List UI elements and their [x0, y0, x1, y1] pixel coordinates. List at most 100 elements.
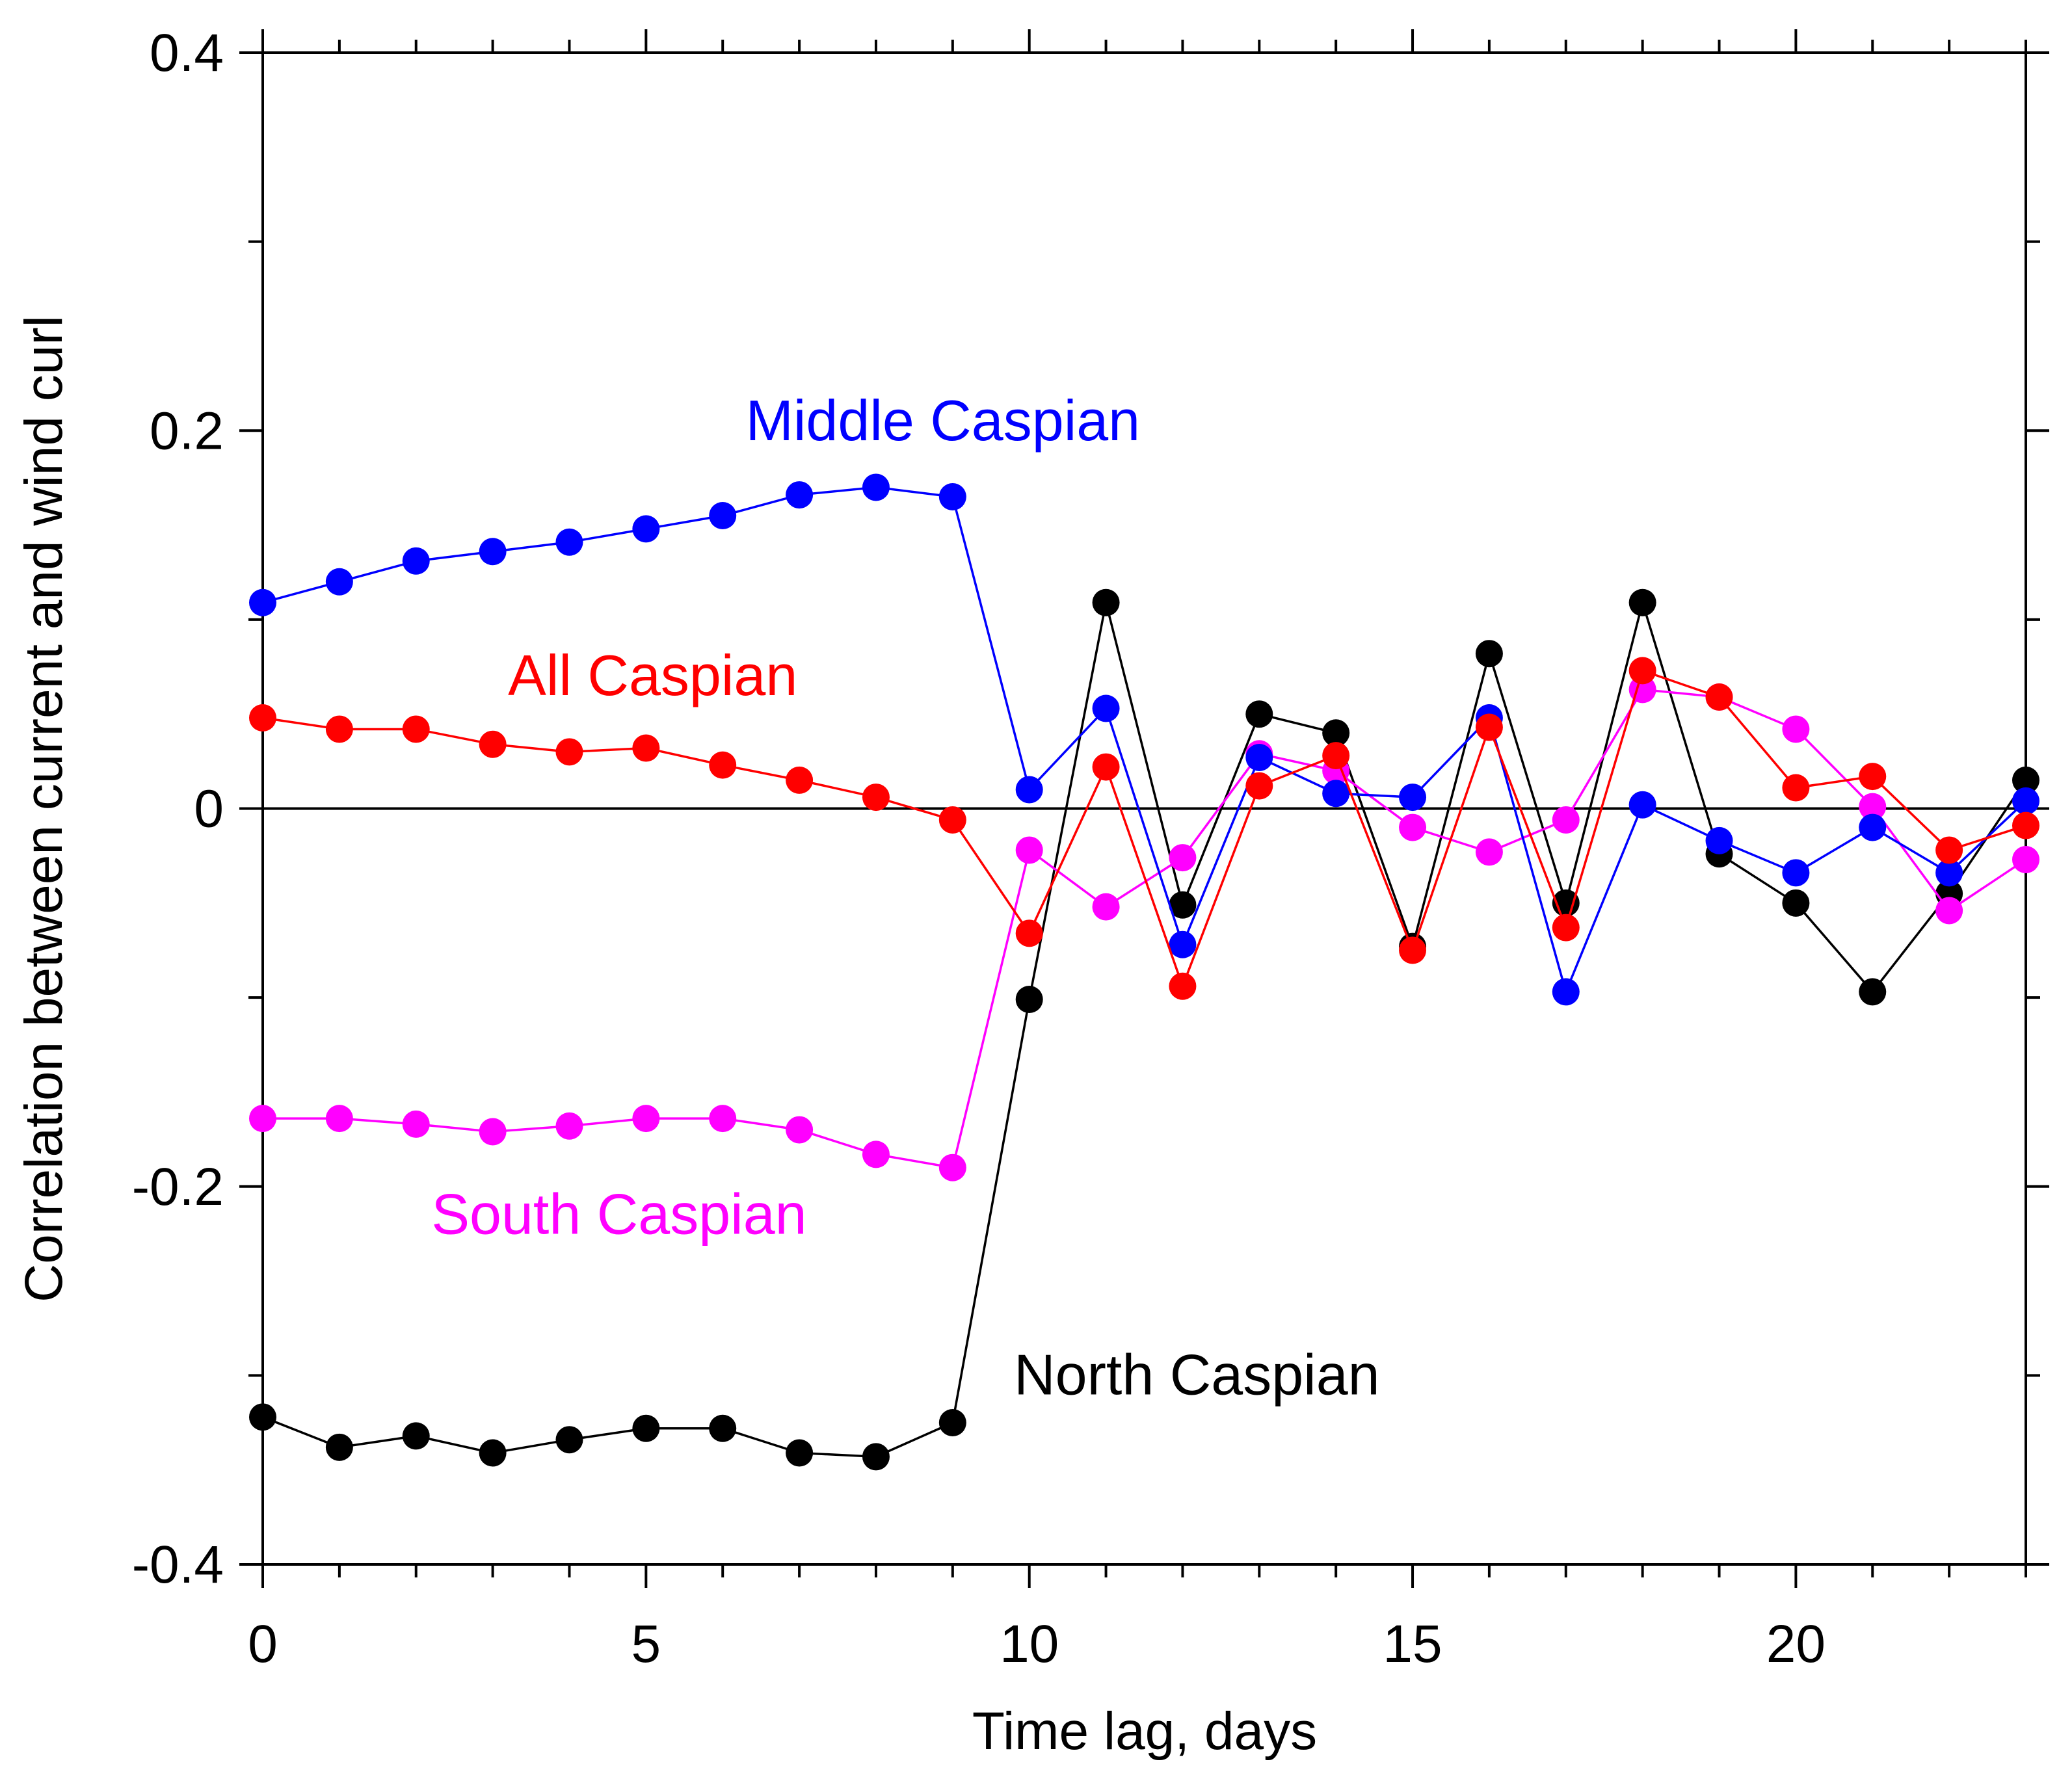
data-point: [1399, 784, 1427, 811]
data-point: [1015, 776, 1043, 804]
data-point: [555, 1426, 583, 1454]
data-point: [1475, 838, 1503, 866]
data-point: [1245, 744, 1273, 772]
series-north-caspian: North Caspian: [249, 588, 2039, 1471]
data-point: [1782, 715, 1810, 743]
data-point: [1782, 889, 1810, 917]
y-tick-label: -0.4: [132, 1535, 224, 1594]
data-point: [2012, 766, 2039, 794]
series-label: All Caspian: [508, 643, 797, 707]
data-point: [1015, 919, 1043, 947]
data-point: [1169, 972, 1197, 1000]
data-point: [1628, 588, 1656, 616]
data-point: [1628, 657, 1656, 685]
series-label: North Caspian: [1014, 1342, 1380, 1406]
data-point: [1245, 700, 1273, 728]
data-point: [479, 1439, 507, 1467]
data-point: [1322, 780, 1350, 808]
data-point: [632, 734, 660, 762]
data-point: [1092, 694, 1120, 722]
data-point: [479, 538, 507, 566]
data-point: [249, 1403, 276, 1431]
data-point: [2012, 787, 2039, 815]
data-point: [1859, 793, 1887, 821]
data-point: [325, 1105, 353, 1133]
series-label: Middle Caspian: [746, 388, 1141, 453]
series-line: [262, 486, 2027, 995]
data-point: [1245, 772, 1273, 800]
data-point: [1705, 683, 1733, 711]
data-point: [862, 1140, 890, 1168]
data-point: [1935, 859, 1963, 887]
data-point: [1169, 844, 1197, 872]
data-point: [1322, 719, 1350, 747]
data-point: [1092, 893, 1120, 921]
data-point: [402, 1110, 430, 1138]
data-point: [862, 1443, 890, 1471]
data-point: [1475, 640, 1503, 668]
x-tick-label: 20: [1766, 1614, 1826, 1674]
data-point: [862, 473, 890, 501]
data-point: [1322, 742, 1350, 770]
data-point: [1015, 986, 1043, 1014]
data-point: [1092, 588, 1120, 616]
data-point: [555, 738, 583, 766]
data-point: [786, 1116, 814, 1144]
data-point: [709, 1414, 737, 1442]
data-point: [709, 751, 737, 779]
data-point: [249, 704, 276, 731]
data-point: [1782, 859, 1810, 887]
series-all-caspian: All Caspian: [249, 643, 2039, 1000]
data-point: [402, 547, 430, 575]
data-point: [249, 1105, 276, 1133]
x-tick-label: 5: [631, 1614, 661, 1674]
data-point: [402, 715, 430, 743]
data-point: [555, 528, 583, 556]
data-point: [479, 730, 507, 758]
data-point: [938, 806, 966, 834]
data-point: [786, 481, 814, 509]
axes: 0 5 10 15 20 -0.4 -0.2 0 0.2 0.4: [132, 23, 2049, 1674]
data-point: [938, 482, 966, 510]
series-lines: North Caspian South Caspian Middle Caspian…: [249, 388, 2039, 1471]
data-point: [1399, 936, 1427, 964]
x-axis-label: Time lag, days: [972, 1702, 1317, 1761]
series-middle-caspian: Middle Caspian: [249, 388, 2039, 1006]
data-point: [1015, 836, 1043, 864]
data-point: [1859, 763, 1887, 791]
data-point: [938, 1409, 966, 1437]
y-axis-label: Correlation between current and wind cur…: [14, 315, 73, 1302]
data-point: [2012, 845, 2039, 873]
data-point: [1935, 897, 1963, 925]
y-tick-label: 0: [194, 780, 224, 839]
data-point: [632, 1105, 660, 1133]
data-point: [1399, 813, 1427, 841]
data-point: [555, 1112, 583, 1140]
data-point: [786, 766, 814, 794]
series-line: [262, 598, 2027, 1458]
data-point: [1782, 774, 1810, 802]
data-point: [2012, 811, 2039, 839]
data-point: [709, 502, 737, 530]
data-point: [1935, 836, 1963, 864]
x-tick-label: 15: [1383, 1614, 1442, 1674]
data-point: [1552, 806, 1580, 834]
data-point: [1628, 791, 1656, 819]
data-point: [938, 1153, 966, 1181]
data-point: [1705, 826, 1733, 854]
series-line: [263, 688, 2026, 1169]
data-point: [1475, 713, 1503, 741]
series-south-caspian: South Caspian: [249, 676, 2039, 1246]
data-point: [786, 1439, 814, 1467]
data-point: [325, 568, 353, 596]
data-point: [862, 784, 890, 811]
data-point: [1169, 891, 1197, 919]
data-point: [325, 715, 353, 743]
data-point: [479, 1118, 507, 1146]
y-tick-label: 0.2: [150, 401, 224, 460]
data-point: [1552, 978, 1580, 1006]
data-point: [632, 1414, 660, 1442]
data-point: [1859, 813, 1887, 841]
data-point: [249, 588, 276, 616]
